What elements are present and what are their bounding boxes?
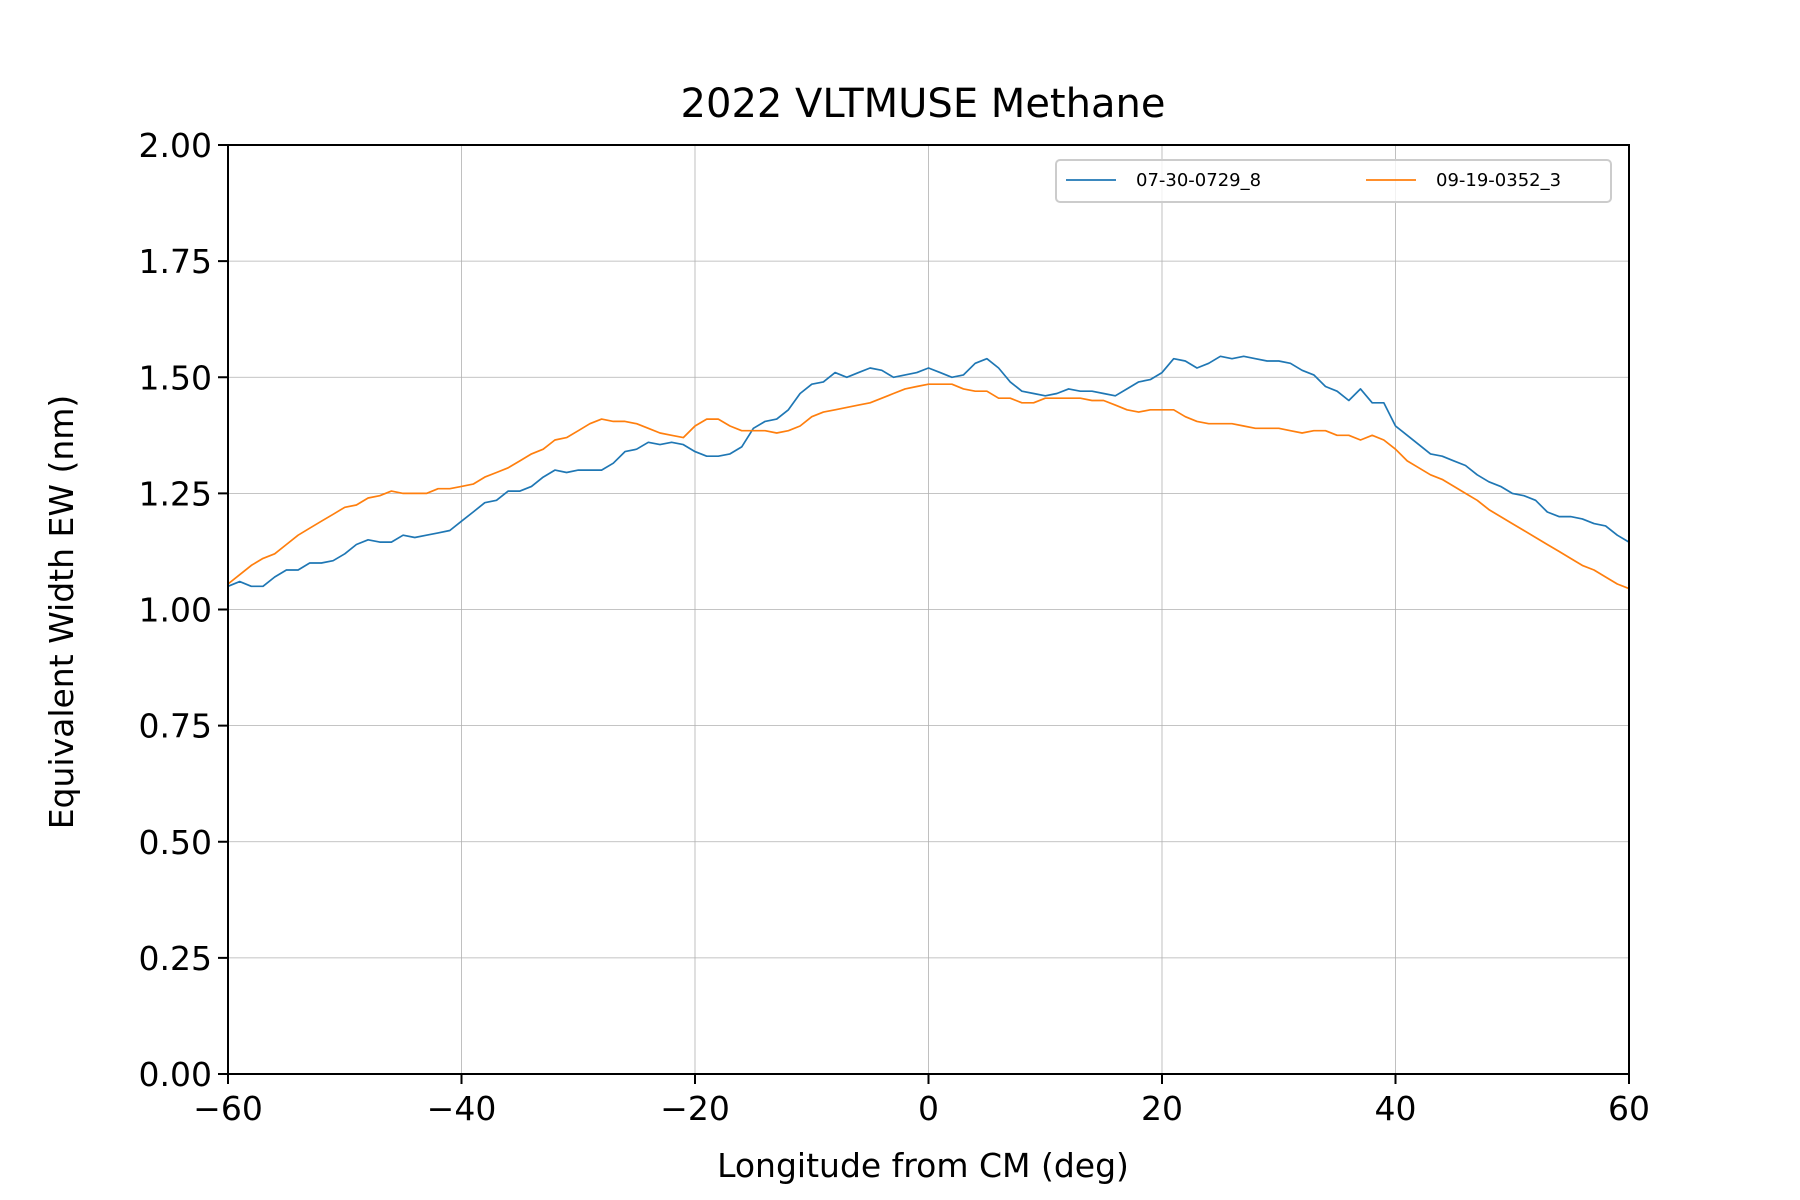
y-tick-label: 1.50 xyxy=(139,358,212,397)
legend: 07-30-0729_8 09-19-0352_3 xyxy=(1055,159,1612,203)
y-tick-label: 0.25 xyxy=(139,939,212,978)
y-tick-label: 0.75 xyxy=(139,707,212,746)
plot-series xyxy=(227,355,1630,590)
y-axis-label: Equivalent Width EW (nm) xyxy=(42,395,81,830)
x-tick-label: −40 xyxy=(427,1089,497,1128)
y-tick-label: 1.00 xyxy=(139,591,212,630)
legend-label-07-30-0729_8: 07-30-0729_8 xyxy=(1136,170,1261,191)
chart-title: 2022 VLTMUSE Methane xyxy=(681,81,1166,127)
x-tick-label: 20 xyxy=(1141,1089,1183,1128)
y-tick-label: 0.00 xyxy=(139,1055,212,1094)
series-line-09-19-0352_3 xyxy=(227,383,1630,590)
legend-label-09-19-0352_3: 09-19-0352_3 xyxy=(1436,170,1561,191)
x-tick-label: −20 xyxy=(660,1089,730,1128)
x-tick-label: 0 xyxy=(918,1089,939,1128)
y-tick-label: 1.25 xyxy=(139,474,212,513)
y-tick-label: 0.50 xyxy=(139,823,212,862)
y-tick-label: 2.00 xyxy=(139,126,212,165)
x-axis-ticks: −60 −40 −20 0 20 40 60 xyxy=(193,1074,1650,1128)
series-line-07-30-0729_8 xyxy=(227,355,1630,588)
x-tick-label: −60 xyxy=(193,1089,263,1128)
legend-box xyxy=(1055,159,1612,203)
y-axis-ticks: 0.00 0.25 0.50 0.75 1.00 1.25 1.50 1.75 2.00 xyxy=(139,126,228,1094)
x-tick-label: 40 xyxy=(1375,1089,1417,1128)
x-axis-label: Longitude from CM (deg) xyxy=(717,1146,1129,1185)
x-tick-label: 60 xyxy=(1608,1089,1650,1128)
y-tick-label: 1.75 xyxy=(139,242,212,281)
